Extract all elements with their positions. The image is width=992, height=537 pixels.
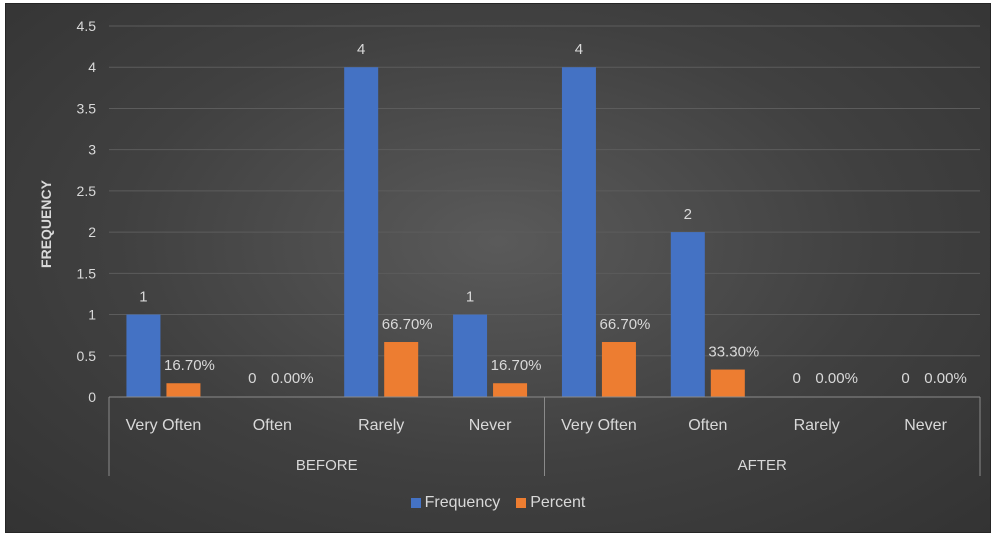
legend-item-percent: Percent: [516, 494, 585, 512]
bar-percent: [601, 342, 636, 397]
bar-frequency: [126, 314, 161, 397]
x-tick-label: Never: [469, 417, 512, 434]
data-labels: 1 0 4 1 4 2 0 0 16.70% 0.00% 66.70% 16.70% 66.70% 33.…: [139, 41, 967, 387]
legend-label-percent: Percent: [530, 494, 586, 511]
bar-frequency: [670, 232, 705, 397]
data-label-percent: 33.30%: [708, 344, 759, 361]
y-tick-label: 0: [88, 389, 96, 405]
legend-swatch-frequency: [410, 498, 421, 508]
y-tick-label: 4: [88, 59, 96, 75]
bar-percent: [493, 383, 528, 397]
data-label-percent: 0.00%: [815, 370, 858, 387]
bar-frequency: [561, 67, 596, 397]
data-label-percent: 16.70%: [491, 357, 542, 374]
bar-percent: [384, 342, 419, 397]
y-tick-label: 1: [88, 307, 96, 323]
data-label-percent: 0.00%: [924, 370, 967, 387]
data-label-frequency: 0: [248, 370, 256, 387]
bar-frequency: [344, 67, 379, 397]
legend-item-frequency: Frequency: [410, 494, 501, 512]
legend-swatch-percent: [516, 498, 527, 508]
group-label: AFTER: [738, 457, 787, 474]
data-label-frequency: 0: [793, 370, 801, 387]
bars: [126, 67, 745, 397]
legend-label-frequency: Frequency: [424, 494, 501, 511]
y-tick-label: 3.5: [77, 100, 97, 116]
data-label-percent: 66.70%: [600, 316, 651, 333]
data-label-frequency: 4: [575, 41, 583, 58]
data-label-percent: 66.70%: [382, 316, 433, 333]
group-label: BEFORE: [296, 457, 358, 474]
y-tick-label: 0.5: [77, 348, 97, 364]
data-label-frequency: 4: [357, 41, 365, 58]
y-axis-title: FREQUENCY: [38, 179, 54, 268]
data-label-percent: 16.70%: [164, 357, 215, 374]
bar-percent: [710, 369, 745, 397]
x-tick-label: Never: [904, 417, 947, 434]
y-tick-label: 2.5: [77, 183, 97, 199]
y-tick-label: 1.5: [77, 265, 97, 281]
x-tick-label: Often: [253, 417, 292, 434]
legend: Frequency Percent: [6, 494, 990, 512]
y-tick-label: 3: [88, 142, 96, 158]
data-label-frequency: 0: [901, 370, 909, 387]
y-tick-label: 2: [88, 224, 96, 240]
data-label-frequency: 2: [684, 206, 692, 223]
x-tick-label: Very Often: [561, 417, 637, 434]
y-tick-label: 4.5: [77, 18, 97, 34]
data-label-frequency: 1: [139, 289, 147, 306]
data-label-percent: 0.00%: [271, 370, 314, 387]
x-tick-label: Rarely: [358, 417, 404, 434]
bar-percent: [166, 383, 201, 397]
data-label-frequency: 1: [466, 289, 474, 306]
gridlines: [109, 25, 980, 398]
x-tick-label: Very Often: [126, 417, 202, 434]
chart-area: 1 0 4 1 4 2 0 0 16.70% 0.00% 66.70% 16.70% 66.70% 33.…: [5, 3, 991, 533]
bar-frequency: [453, 314, 488, 397]
axes: 0 0.5 1 1.5 2 2.5 3 3.5 4 4.5 Very Often Often Rarel…: [77, 18, 981, 476]
x-tick-label: Rarely: [794, 417, 840, 434]
x-tick-label: Often: [688, 417, 727, 434]
